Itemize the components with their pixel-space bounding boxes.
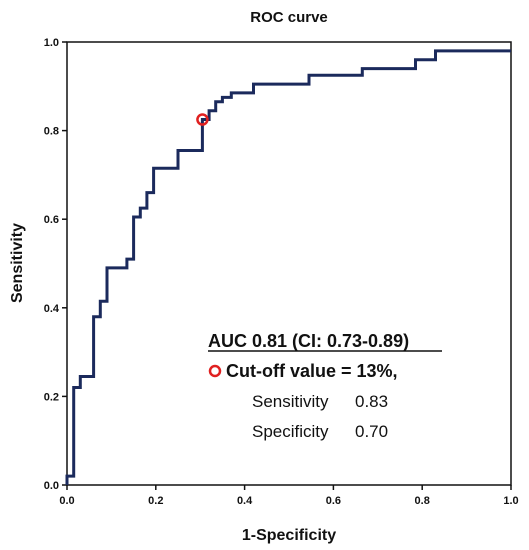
y-tick-label: 1.0 <box>44 37 59 49</box>
y-tick-label: 0.8 <box>44 126 59 138</box>
y-axis-label: Sensitivity <box>9 223 26 303</box>
x-tick-label: 1.0 <box>503 495 518 507</box>
sensitivity-value: 0.83 <box>355 392 388 411</box>
cutoff-point-marker <box>196 113 209 126</box>
axis-ticks: 0.0 0.2 0.4 0.6 0.8 1.0 0.0 0.2 0.4 0.6 0.8 1.0 <box>44 37 519 507</box>
auc-annotation: AUC 0.81 (CI: 0.73-0.89) Cut-off value =… <box>208 331 442 441</box>
specificity-value: 0.70 <box>355 422 388 441</box>
y-tick-label: 0.4 <box>44 303 60 315</box>
specificity-label: Specificity <box>252 422 329 441</box>
roc-curve-line <box>65 49 511 485</box>
y-tick-label: 0.6 <box>44 214 59 226</box>
y-tick-label: 0.2 <box>44 391 59 403</box>
x-tick-label: 0.4 <box>237 495 253 507</box>
legend-cutoff-marker <box>208 364 222 378</box>
x-tick-label: 0.0 <box>59 495 74 507</box>
chart-title: ROC curve <box>250 9 328 26</box>
sensitivity-label: Sensitivity <box>252 392 329 411</box>
x-tick-label: 0.6 <box>326 495 341 507</box>
plot-frame <box>66 41 512 486</box>
y-tick-label: 0.0 <box>44 480 59 492</box>
x-tick-label: 0.8 <box>415 495 430 507</box>
x-tick-label: 0.2 <box>148 495 163 507</box>
cutoff-text: Cut-off value = 13%, <box>226 361 398 381</box>
x-axis-label: 1-Specificity <box>242 527 336 544</box>
auc-text: AUC 0.81 (CI: 0.73-0.89) <box>208 331 409 351</box>
